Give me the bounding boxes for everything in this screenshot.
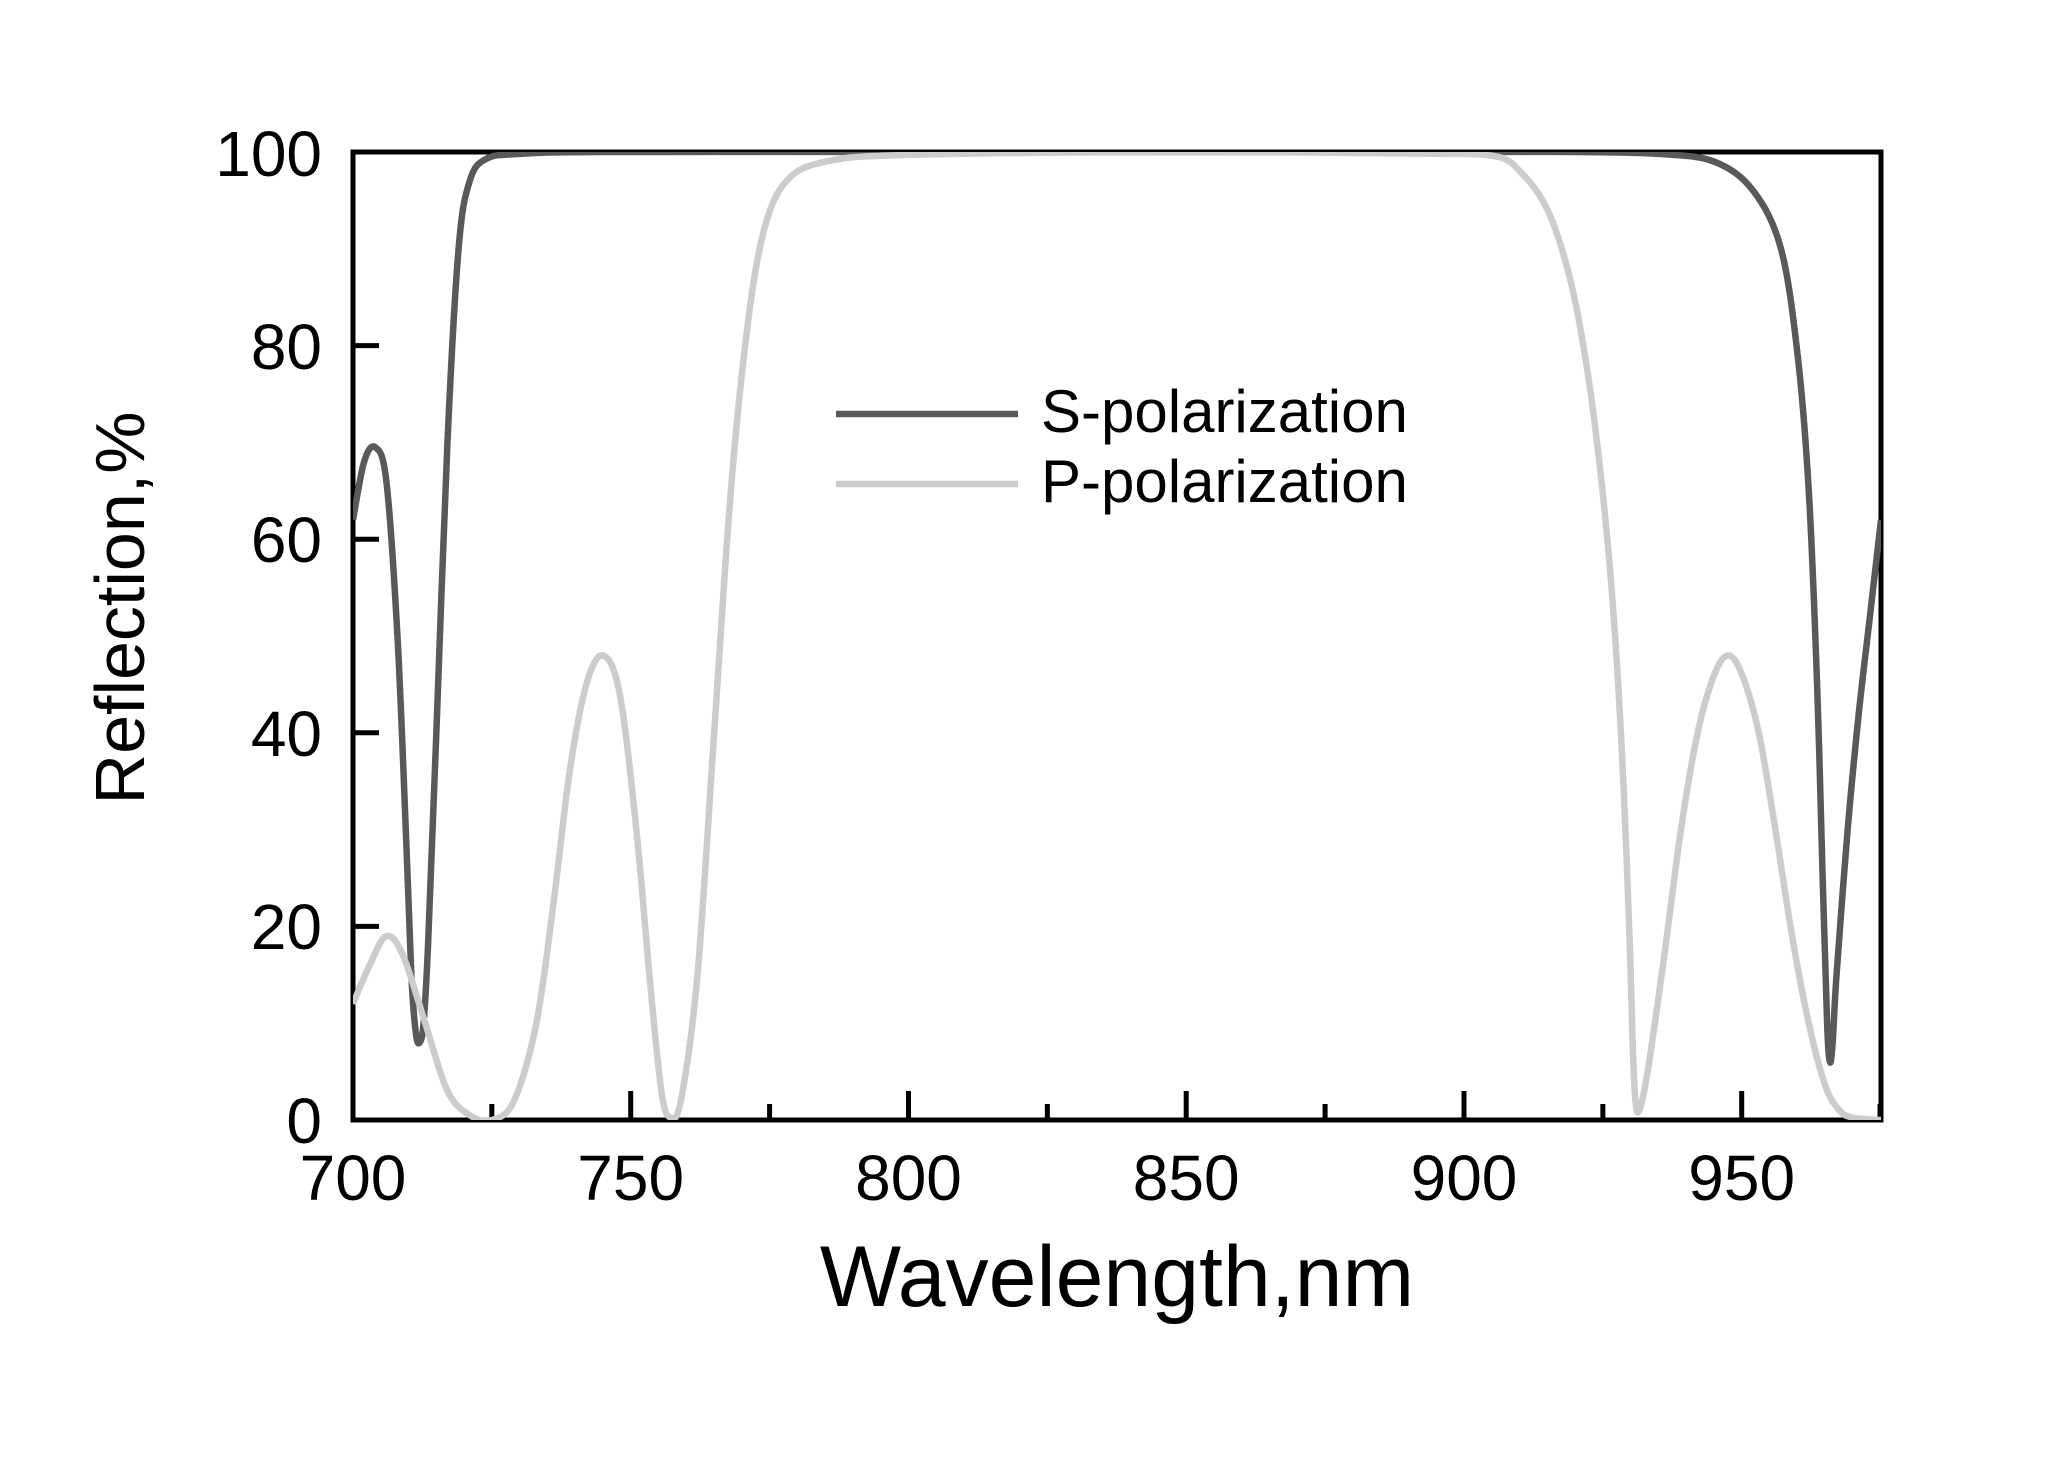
svg-text:Reflection,%: Reflection,% — [81, 412, 159, 805]
svg-text:850: 850 — [1133, 1142, 1240, 1214]
svg-text:900: 900 — [1411, 1142, 1518, 1214]
svg-text:20: 20 — [251, 891, 322, 963]
svg-text:Wavelength,nm: Wavelength,nm — [820, 1229, 1414, 1325]
svg-text:0: 0 — [286, 1085, 322, 1157]
svg-text:80: 80 — [251, 311, 322, 383]
svg-text:950: 950 — [1688, 1142, 1795, 1214]
svg-text:800: 800 — [855, 1142, 962, 1214]
svg-text:S-polarization: S-polarization — [1041, 378, 1408, 445]
svg-text:60: 60 — [251, 504, 322, 576]
svg-text:750: 750 — [577, 1142, 684, 1214]
svg-text:40: 40 — [251, 698, 322, 770]
svg-text:100: 100 — [215, 118, 322, 190]
svg-text:P-polarization: P-polarization — [1041, 448, 1408, 515]
